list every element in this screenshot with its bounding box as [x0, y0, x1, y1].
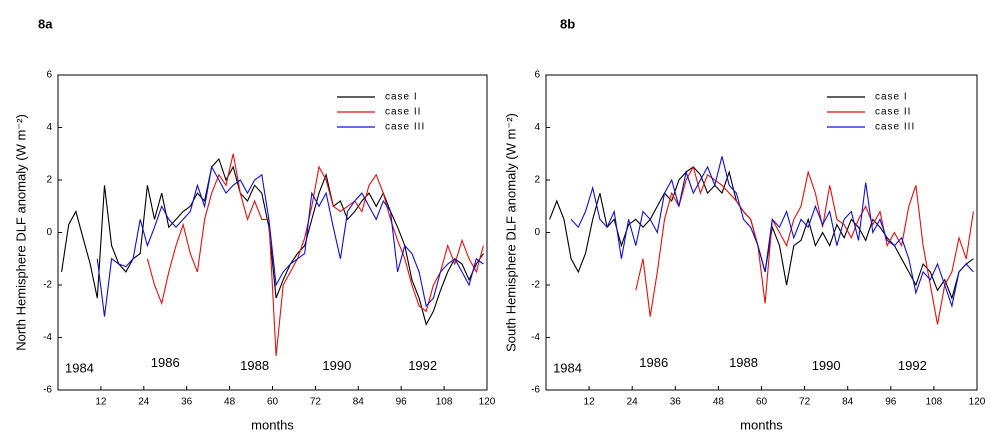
x-tick-label: 48 — [224, 397, 236, 408]
x-tick-label: 12 — [95, 397, 107, 408]
legend-label: case III — [385, 122, 425, 133]
year-annotation: 1992 — [408, 358, 437, 373]
panel-label: 8b — [560, 16, 575, 31]
year-annotation: 1986 — [151, 355, 180, 370]
year-annotation: 1984 — [65, 360, 94, 375]
panel-label: 8a — [38, 16, 53, 31]
year-annotation: 1992 — [898, 358, 927, 373]
y-tick-label: -2 — [43, 280, 52, 291]
year-annotation: 1988 — [240, 358, 269, 373]
y-tick-label: 0 — [534, 227, 540, 238]
series-line — [61, 157, 484, 326]
x-tick-label: 36 — [181, 397, 193, 408]
y-tick-label: 4 — [46, 122, 52, 133]
x-tick-label: 60 — [756, 397, 768, 408]
x-tick-label: 120 — [969, 397, 986, 408]
x-tick-label: 12 — [584, 397, 596, 408]
y-tick-label: -4 — [43, 332, 52, 343]
y-tick-label: -2 — [531, 280, 540, 291]
x-tick-label: 84 — [353, 397, 365, 408]
x-tick-label: 108 — [926, 397, 943, 408]
y-axis-label: South Hemisphere DLF anomaly (W m⁻²) — [503, 113, 518, 352]
y-tick-label: -4 — [531, 332, 540, 343]
year-annotation: 1986 — [639, 355, 668, 370]
y-tick-label: 6 — [534, 70, 540, 81]
series-line — [146, 153, 484, 356]
y-tick-label: 0 — [46, 227, 52, 238]
x-tick-label: 48 — [713, 397, 725, 408]
x-tick-label: 72 — [799, 397, 811, 408]
legend-label: case I — [385, 92, 418, 103]
x-tick-label: 84 — [842, 397, 854, 408]
year-annotation: 1990 — [322, 358, 351, 373]
series-line — [570, 156, 974, 309]
x-tick-label: 96 — [885, 397, 897, 408]
x-tick-label: 120 — [479, 397, 496, 408]
y-axis-label: North Hemisphere DLF anomaly (W m⁻²) — [13, 114, 28, 351]
y-tick-label: 2 — [534, 175, 540, 186]
y-tick-label: -6 — [531, 385, 540, 396]
x-tick-label: 72 — [310, 397, 322, 408]
x-axis-label: months — [740, 417, 783, 432]
y-tick-label: -6 — [43, 385, 52, 396]
series-line — [635, 165, 974, 325]
legend-label: case III — [875, 122, 915, 133]
x-tick-label: 24 — [627, 397, 639, 408]
y-tick-label: 2 — [46, 175, 52, 186]
x-tick-label: 24 — [138, 397, 150, 408]
y-tick-label: 6 — [46, 70, 52, 81]
legend-label: case I — [875, 92, 908, 103]
year-annotation: 1990 — [812, 358, 841, 373]
x-tick-label: 60 — [267, 397, 279, 408]
x-tick-label: 96 — [396, 397, 408, 408]
legend-label: case II — [385, 107, 421, 118]
x-axis-label: months — [251, 417, 294, 432]
y-tick-label: 4 — [534, 122, 540, 133]
x-tick-label: 108 — [436, 397, 453, 408]
year-annotation: 1984 — [553, 360, 582, 375]
year-annotation: 1988 — [729, 355, 758, 370]
x-tick-label: 36 — [670, 397, 682, 408]
series-line — [96, 165, 484, 317]
legend-label: case II — [875, 107, 911, 118]
